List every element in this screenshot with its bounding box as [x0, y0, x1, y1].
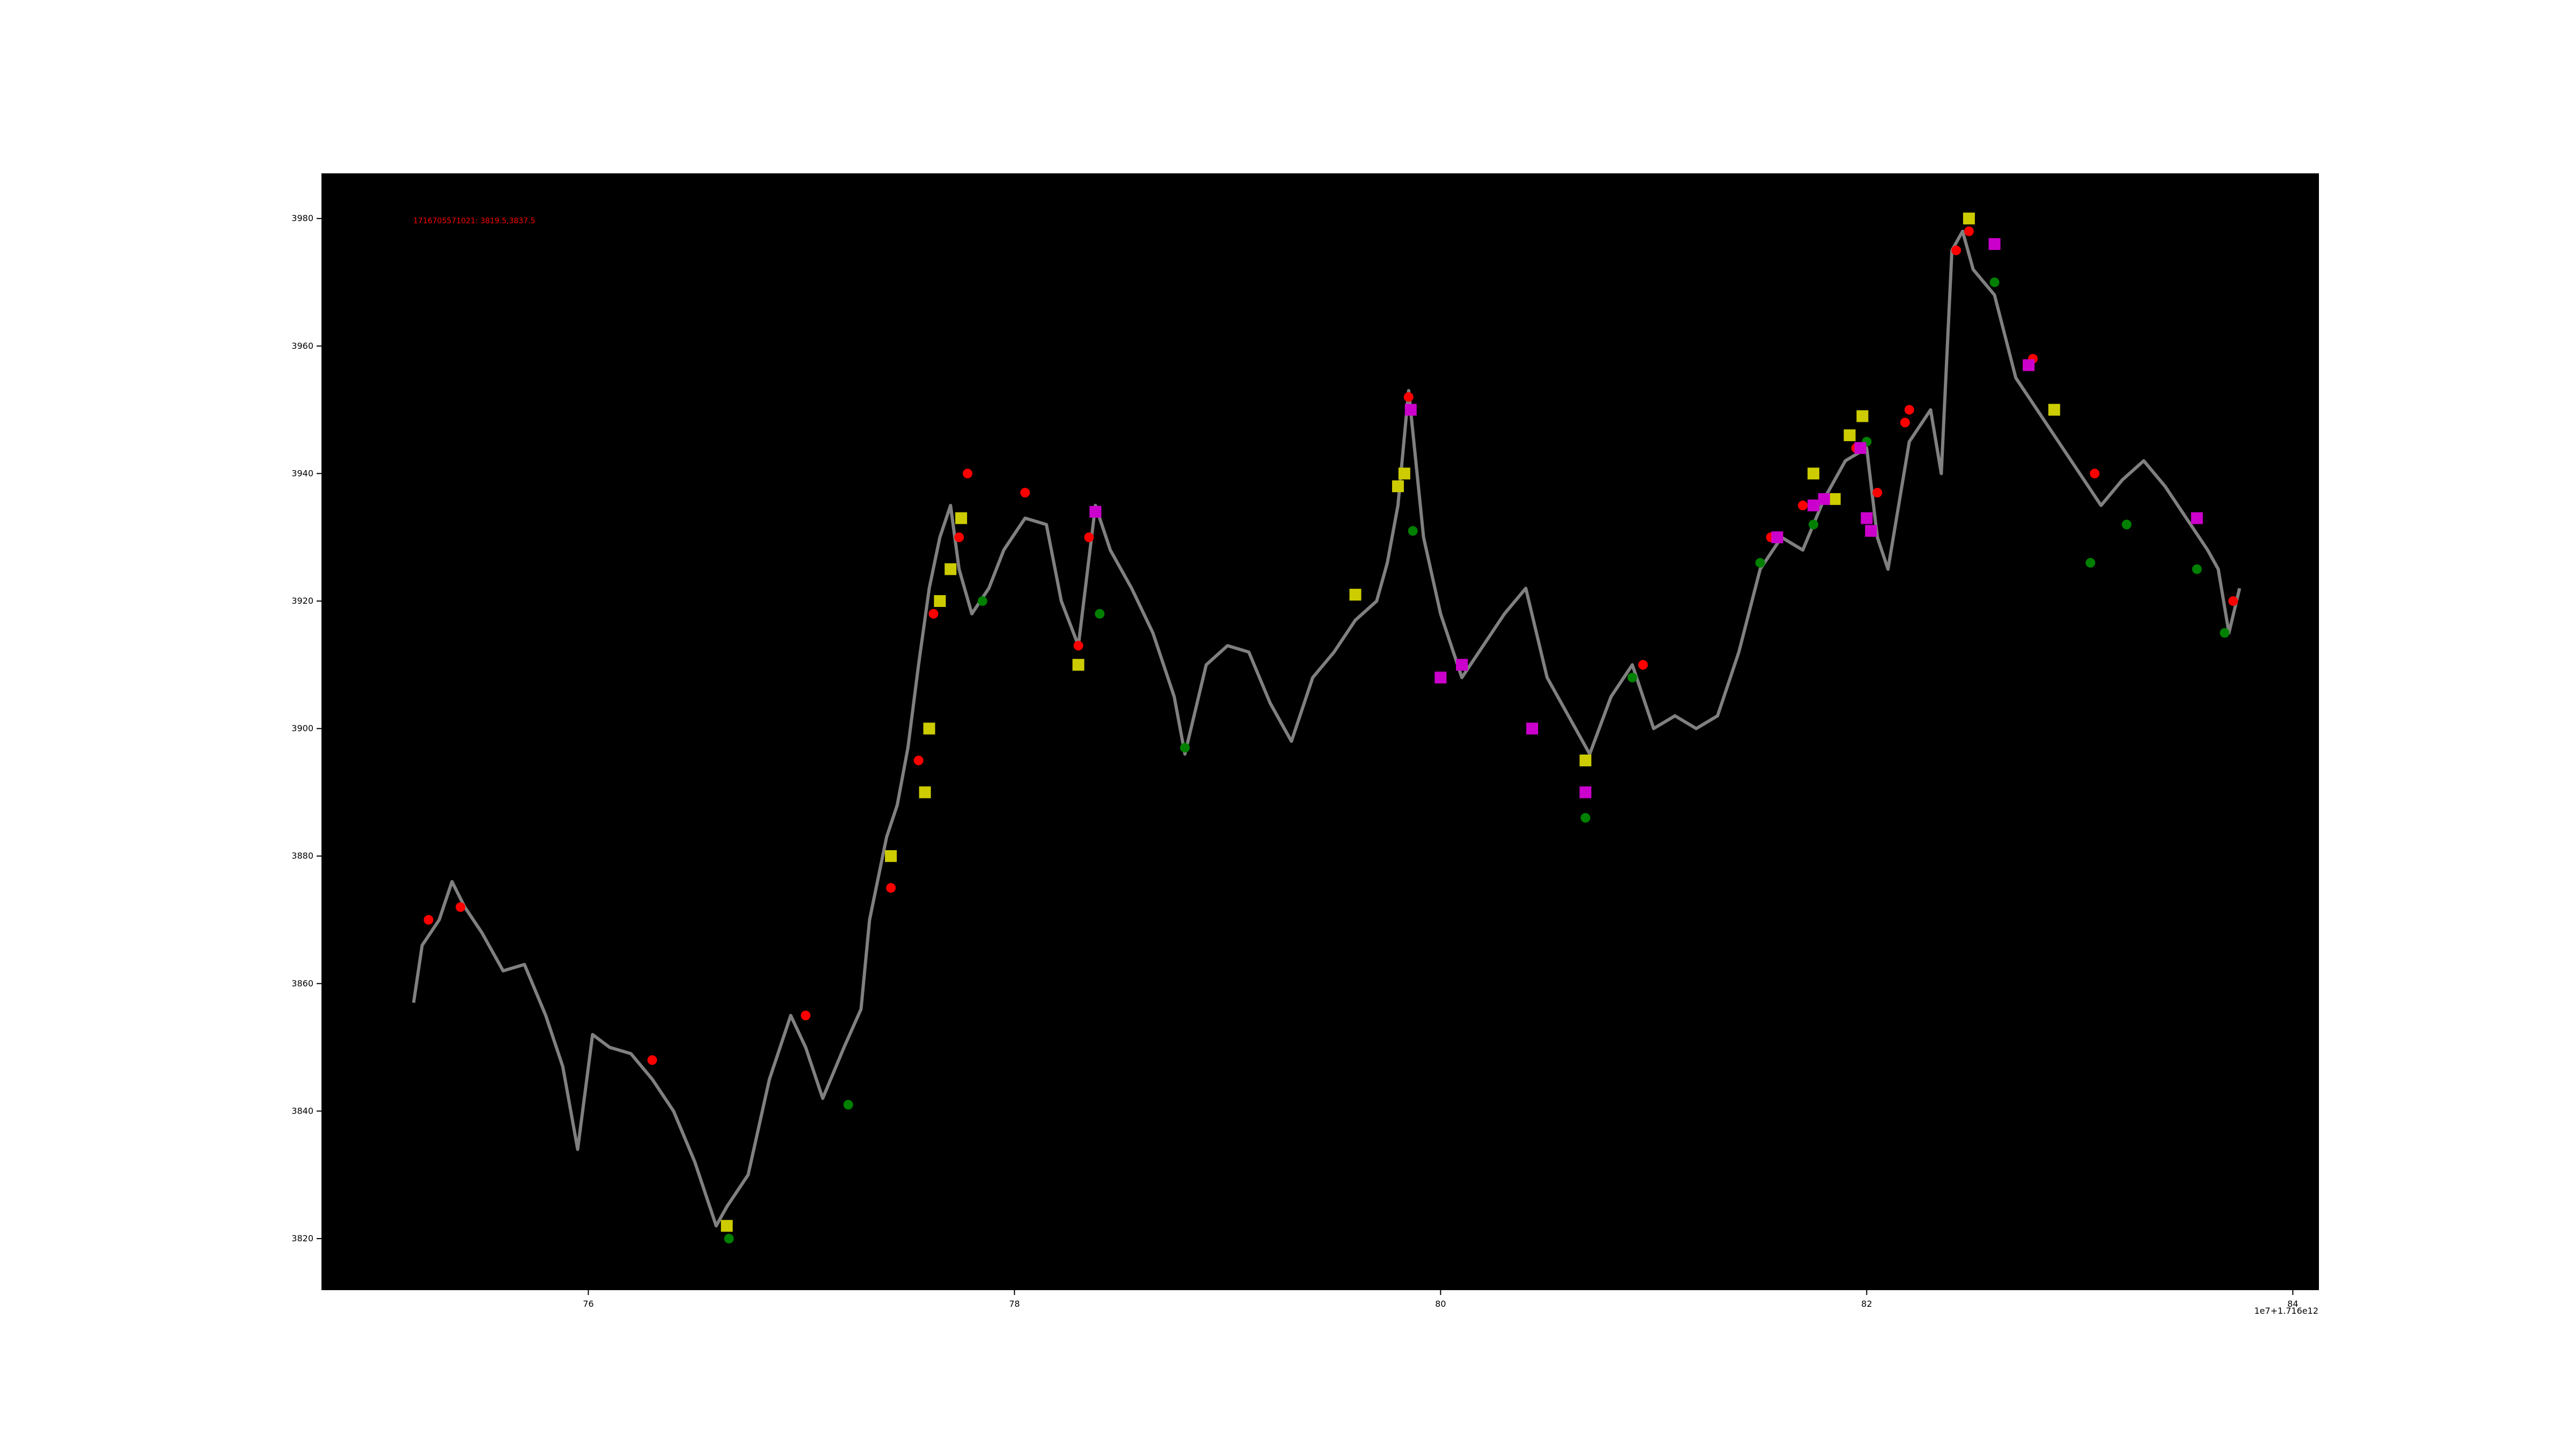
buy-marker	[1798, 500, 1808, 510]
sell-marker	[2220, 628, 2230, 638]
y-tick-label: 3920	[291, 596, 313, 606]
exit-marker	[1865, 525, 1877, 537]
plot-frame	[321, 173, 2319, 1290]
exit-marker	[1854, 442, 1867, 454]
buy-marker	[801, 1011, 811, 1021]
exit-marker	[1526, 722, 1539, 735]
y-tick-label: 3840	[291, 1106, 313, 1116]
entry-marker	[1807, 467, 1820, 480]
y-tick-label: 3960	[291, 341, 313, 351]
buy-marker	[1872, 488, 1883, 497]
sell-marker	[2121, 519, 2132, 530]
exit-marker	[2023, 359, 2035, 371]
buy-marker	[647, 1055, 657, 1065]
entry-marker	[934, 595, 946, 607]
buy-marker	[928, 609, 939, 619]
exit-marker	[1861, 512, 1873, 524]
sell-marker	[1989, 277, 2000, 287]
buy-marker	[1084, 532, 1094, 543]
sell-marker	[1095, 609, 1105, 619]
buy-marker	[2090, 469, 2100, 479]
exit-marker	[1579, 786, 1592, 799]
buy-marker	[913, 755, 924, 765]
x-tick-label: 82	[1861, 1299, 1872, 1309]
axis-ticks: 76 78 80 82 84 3820 3840 3860 3880 3900 3920 3940 39…	[291, 213, 2298, 1309]
buy-marker	[886, 883, 896, 893]
sell-marker	[1627, 672, 1637, 683]
y-tick-label: 3980	[291, 213, 313, 223]
buy-marker	[1900, 418, 1910, 428]
y-tick-label: 3900	[291, 723, 313, 734]
y-tick-label: 3820	[291, 1233, 313, 1243]
sell-marker	[724, 1233, 734, 1243]
entry-marker	[955, 512, 968, 524]
buy-marker	[954, 532, 964, 543]
entry-marker	[923, 722, 935, 735]
price-line	[412, 229, 2242, 1228]
sell-marker	[1180, 743, 1190, 753]
entry-marker	[1398, 467, 1410, 480]
exit-marker	[1988, 238, 2001, 250]
buy-marker	[1638, 660, 1648, 670]
x-tick-label: 80	[1435, 1299, 1446, 1309]
exit-marker	[1089, 506, 1102, 518]
buy-marker	[1904, 405, 1914, 415]
entry-marker	[1828, 493, 1841, 505]
sell-marker	[1408, 526, 1418, 536]
buy-marker	[2228, 596, 2238, 606]
price-series	[412, 229, 2242, 1228]
entry-marker	[1349, 589, 1362, 601]
buy-marker	[1964, 226, 1974, 236]
entry-marker	[919, 786, 931, 799]
y-tick-label: 3940	[291, 468, 313, 478]
x-tick-label: 76	[583, 1299, 594, 1309]
entry-marker	[1856, 410, 1869, 422]
sell-marker	[1809, 519, 1819, 530]
buy-marker	[962, 469, 972, 479]
plot-annotation: 1716705571021: 3819.5,3837.5	[413, 217, 535, 225]
exit-marker	[2191, 512, 2203, 524]
exit-marker	[1818, 493, 1830, 505]
entry-marker	[2048, 404, 2060, 416]
exit-marker	[1771, 531, 1783, 544]
exit-marker	[1404, 404, 1417, 416]
buy-marker	[423, 914, 434, 925]
entry-marker	[1963, 213, 1975, 225]
entry-marker	[1392, 480, 1404, 493]
buy-marker	[1020, 488, 1030, 497]
entry-marker	[1072, 658, 1085, 671]
entry-marker	[721, 1220, 733, 1232]
entry-marker	[945, 563, 957, 575]
exit-marker	[1456, 658, 1468, 671]
sell-marker	[843, 1100, 853, 1110]
y-tick-label: 3860	[291, 978, 313, 989]
x-tick-label: 84	[2287, 1299, 2298, 1309]
exit-marker	[1807, 499, 1820, 511]
x-tick-label: 78	[1009, 1299, 1020, 1309]
buy-marker	[1951, 245, 1962, 255]
x-offset-label: 1e7+1.716e12	[2254, 1306, 2318, 1316]
sell-marker	[2192, 564, 2202, 574]
buy-marker	[1403, 392, 1414, 402]
entry-marker	[1843, 429, 1856, 442]
sell-marker	[2085, 558, 2096, 568]
entry-marker	[1579, 754, 1592, 766]
exit-marker	[1435, 671, 1447, 684]
plot-area	[322, 174, 2318, 1290]
sell-marker	[977, 596, 987, 606]
sell-marker	[1580, 813, 1591, 823]
y-tick-label: 3880	[291, 851, 313, 861]
sell-marker	[1755, 558, 1765, 568]
buy-marker	[1073, 641, 1084, 651]
entry-marker	[885, 850, 897, 862]
buy-marker	[456, 902, 466, 912]
trade-markers	[423, 213, 2238, 1243]
